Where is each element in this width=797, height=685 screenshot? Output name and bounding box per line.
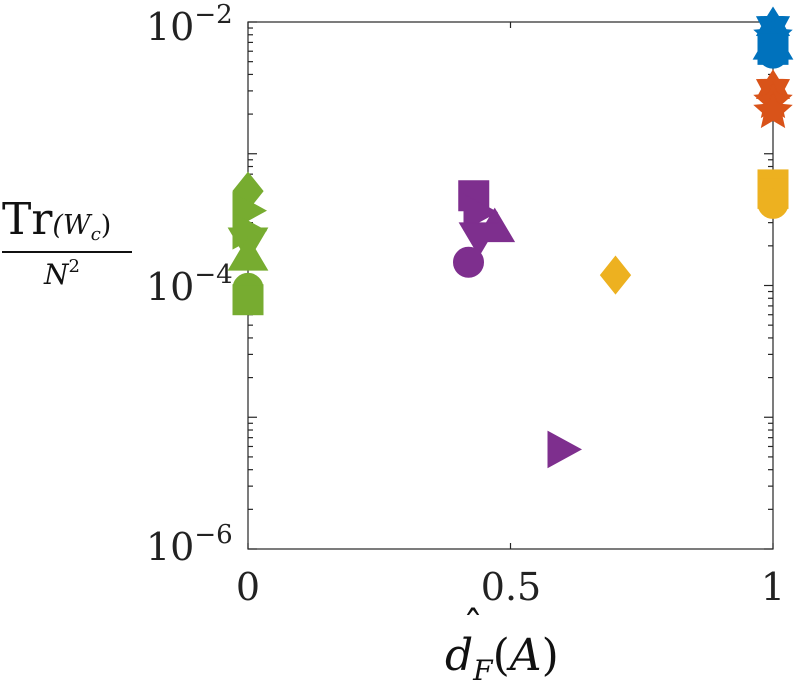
y-label-sub-c: c	[91, 224, 101, 245]
data-point-3-3	[458, 222, 500, 257]
y-tick-label-1e-4: 10−4	[146, 260, 233, 309]
y-tick-label-1e-4-exp: −4	[194, 260, 232, 290]
y-label-den-sup: 2	[69, 256, 80, 277]
x-label-arg: A	[506, 630, 542, 681]
y-label-denominator: N2	[43, 256, 80, 291]
data-point-2-2	[757, 187, 789, 219]
series-0	[752, 6, 794, 69]
x-tick-label-0.5: 0.5	[481, 565, 541, 609]
y-label-sub: (W	[52, 210, 93, 241]
y-tick-label-1e-2: 10−2	[146, 0, 233, 49]
y-tick-label-1e-4-base: 10	[146, 265, 194, 309]
y-tick-label-1e-6: 10−6	[146, 520, 233, 569]
series-2	[599, 169, 789, 295]
y-label-numerator: Tr(Wc)	[2, 194, 111, 245]
x-tick-label-1: 1	[761, 565, 785, 609]
x-label-text: dF(A)	[445, 630, 559, 685]
y-label-den: N	[43, 258, 70, 291]
x-label-sub: F	[472, 654, 494, 685]
data-point-3-4	[453, 246, 484, 278]
data-markers	[227, 6, 794, 469]
data-point-2-3	[599, 255, 632, 295]
data-point-0-4	[757, 37, 789, 69]
y-axis-label: Tr(Wc) N2	[2, 194, 132, 291]
y-label-tr: Tr	[2, 194, 53, 245]
data-point-4-6	[232, 284, 264, 316]
plot-background	[248, 22, 773, 549]
y-tick-label-group: 10−2 10−4 10−6	[146, 0, 233, 569]
x-tick-label-group: 0 0.5 1	[236, 565, 785, 609]
series-1	[753, 69, 793, 129]
x-tick-label-0: 0	[236, 565, 260, 609]
series-3	[453, 180, 583, 469]
series-4	[227, 171, 269, 316]
y-label-sub-close: )	[101, 210, 112, 241]
x-label-hat: ˆ	[463, 604, 483, 650]
data-point-1-2	[753, 90, 793, 129]
x-label-d: d	[445, 630, 473, 681]
data-point-3-5	[547, 430, 583, 469]
y-tick-label-1e-6-base: 10	[146, 525, 194, 569]
y-tick-label-1e-2-base: 10	[146, 5, 194, 49]
y-tick-label-1e-6-exp: −6	[194, 520, 232, 550]
data-point-3-1	[463, 193, 499, 232]
data-point-4-4	[227, 236, 269, 271]
x-axis-label: dF(A) ˆ	[445, 604, 559, 685]
x-label-open: (	[493, 630, 510, 681]
y-tick-label-1e-2-exp: −2	[194, 0, 232, 30]
x-label-close: )	[542, 630, 559, 681]
